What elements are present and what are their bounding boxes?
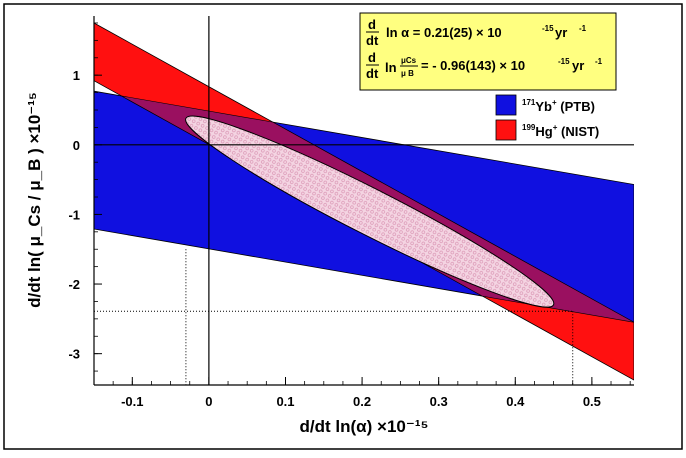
ann1-unit-exp: -1 (579, 24, 587, 33)
confidence-ellipse (185, 115, 555, 308)
ann1-dt: dt (366, 33, 379, 48)
y-axis-title: d/dt ln( μ_Cs / μ_B ) ×10⁻¹⁵ (25, 92, 44, 308)
ann2-d: d (368, 50, 376, 65)
ann1-exp: -15 (542, 24, 554, 33)
legend-label-nist: 199Hg+ (NIST) (522, 123, 599, 139)
ann2-unit: yr (572, 58, 584, 73)
y-tick-label: 1 (73, 68, 80, 83)
x-tick-label: -0.1 (121, 394, 143, 409)
x-tick-label: 0.3 (430, 394, 448, 409)
ann2-dt: dt (366, 66, 379, 81)
y-tick-label: -1 (68, 207, 80, 222)
x-axis-title: d/dt ln(α) ×10⁻¹⁵ (300, 417, 429, 436)
legend: 171Yb+ (PTB) 199Hg+ (NIST) (495, 94, 599, 141)
ann1-text: ln α = 0.21(25) × 10 (386, 25, 502, 40)
y-tick-label: 0 (73, 138, 80, 153)
y-tick-label: -3 (68, 347, 80, 362)
legend-item-nist: 199Hg+ (NIST) (495, 119, 599, 141)
ann2-frac-top: μCs (401, 56, 417, 65)
ann2-exp: -15 (558, 57, 570, 66)
legend-swatch-ptb (495, 94, 517, 116)
x-tick-label: 0.1 (276, 394, 294, 409)
x-tick-label: 0 (205, 394, 212, 409)
ann2-unit-exp: -1 (595, 57, 603, 66)
y-tick-label: -2 (68, 277, 80, 292)
ann2-ln: ln (385, 60, 397, 75)
ann2-text: = - 0.96(143) × 10 (421, 58, 525, 73)
x-tick-labels: -0.1 0 0.1 0.2 0.3 0.4 0.5 (121, 377, 601, 409)
annotation-box: d dt ln α = 0.21(25) × 10 -15 yr -1 d dt… (359, 12, 617, 91)
x-tick-label: 0.4 (506, 394, 525, 409)
ann2-frac-bot: μ B (401, 69, 414, 78)
ann1-unit: yr (555, 25, 567, 40)
x-tick-label: 0.2 (353, 394, 371, 409)
plot-area (94, 16, 634, 385)
ann1-d: d (368, 17, 376, 32)
legend-swatch-nist (495, 119, 517, 141)
legend-item-ptb: 171Yb+ (PTB) (495, 94, 595, 116)
legend-label-ptb: 171Yb+ (PTB) (522, 98, 595, 114)
y-tick-labels: 1 0 -1 -2 -3 (68, 68, 102, 362)
x-tick-label: 0.5 (583, 394, 601, 409)
